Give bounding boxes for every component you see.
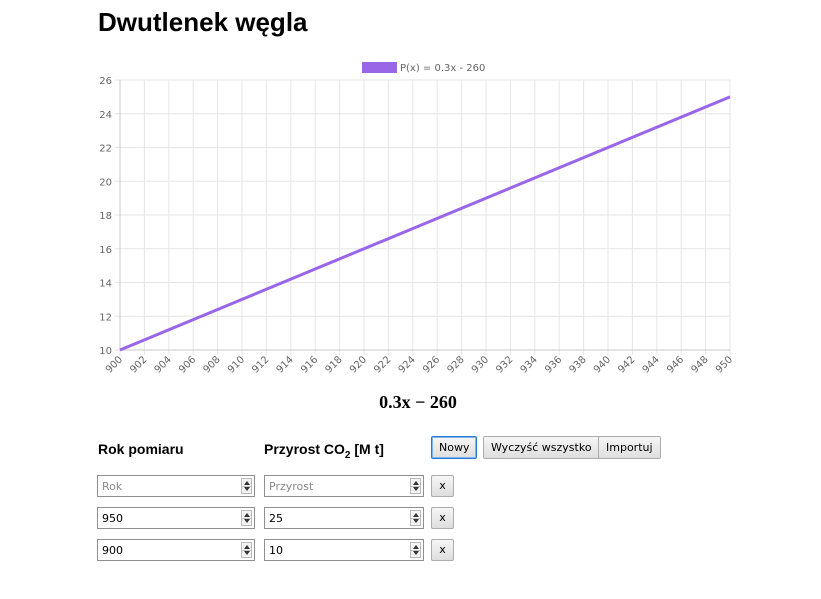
year-input[interactable] [98,540,244,560]
x-tick-label: 936 [543,354,564,375]
year-field[interactable] [97,539,255,561]
x-tick-label: 950 [714,354,735,375]
y-tick-label: 24 [99,110,112,121]
y-tick-label: 10 [99,346,112,357]
x-tick-label: 912 [250,354,271,375]
new-button[interactable]: Nowy [431,436,478,459]
x-tick-label: 944 [641,354,662,375]
y-tick-label: 16 [99,245,112,256]
column-header-growth-suffix: [M t] [350,441,384,457]
chart-legend[interactable]: P(x) = 0.3x - 260 [362,62,485,74]
year-field[interactable] [97,507,255,529]
chart-axes [119,80,730,351]
legend-swatch [362,62,397,73]
y-tick-label: 14 [99,279,112,290]
growth-field[interactable] [264,507,424,529]
chart-grid [115,79,731,355]
spinner-arrows-icon[interactable] [410,542,421,558]
year-input[interactable] [98,508,244,528]
delete-row-button[interactable]: x [431,507,454,529]
y-tick-label: 26 [99,76,112,87]
column-header-growth-sub: 2 [344,449,351,461]
x-tick-label: 914 [275,354,296,375]
y-tick-label: 12 [99,312,112,323]
import-button[interactable]: Importuj [598,436,661,459]
chart-series [119,95,731,352]
delete-row-button[interactable]: x [431,475,454,497]
spinner-arrows-icon[interactable] [241,542,252,558]
clear-all-button[interactable]: Wyczyść wszystko [483,436,600,459]
x-tick-label: 928 [445,354,466,375]
spinner-arrows-icon[interactable] [410,510,421,526]
x-tick-label: 900 [104,354,125,375]
x-tick-label: 906 [177,354,198,375]
growth-input[interactable] [265,540,411,560]
column-header-year: Rok pomiaru [98,441,184,457]
x-tick-label: 904 [153,354,174,375]
formula-display: 0.3x − 260 [379,392,457,412]
x-tick-label: 902 [128,354,149,375]
growth-field[interactable] [264,539,424,561]
x-tick-label: 942 [616,354,637,375]
x-tick-label: 926 [421,354,442,375]
x-tick-labels: 900 902 904 906 908 910 912 914 916 918 920 922 924 9… [104,354,735,375]
year-field[interactable] [97,475,255,497]
y-tick-label: 18 [99,211,112,222]
x-tick-label: 938 [567,354,588,375]
x-tick-label: 924 [397,354,418,375]
spinner-arrows-icon[interactable] [410,478,421,494]
page-title: Dwutlenek węgla [98,7,308,37]
spinner-arrows-icon[interactable] [241,510,252,526]
x-tick-label: 946 [665,354,686,375]
column-header-growth-prefix: Przyrost CO [264,441,345,457]
line-chart: 900 902 904 906 908 910 912 914 916 918 920 922 924 9… [99,62,735,376]
y-tick-label: 20 [99,177,112,188]
year-input[interactable] [98,476,244,496]
x-tick-label: 910 [226,354,247,375]
x-tick-label: 934 [519,354,540,375]
x-tick-label: 920 [348,354,369,375]
legend-label: P(x) = 0.3x - 260 [400,63,485,74]
growth-input[interactable] [265,508,411,528]
x-tick-label: 916 [299,354,320,375]
x-tick-label: 918 [323,354,344,375]
delete-row-button[interactable]: x [431,539,454,561]
x-tick-label: 908 [201,354,222,375]
column-header-growth: Przyrost CO2 [M t] [264,441,384,461]
growth-input[interactable] [265,476,411,496]
y-tick-label: 22 [99,144,112,155]
series-line [119,95,731,352]
growth-field[interactable] [264,475,424,497]
x-tick-label: 930 [470,354,491,375]
x-tick-label: 932 [494,354,515,375]
x-tick-label: 948 [689,354,710,375]
spinner-arrows-icon[interactable] [241,478,252,494]
y-tick-labels: 10 12 14 16 18 20 22 24 26 [99,76,112,357]
x-tick-label: 940 [592,354,613,375]
x-tick-label: 922 [372,354,393,375]
